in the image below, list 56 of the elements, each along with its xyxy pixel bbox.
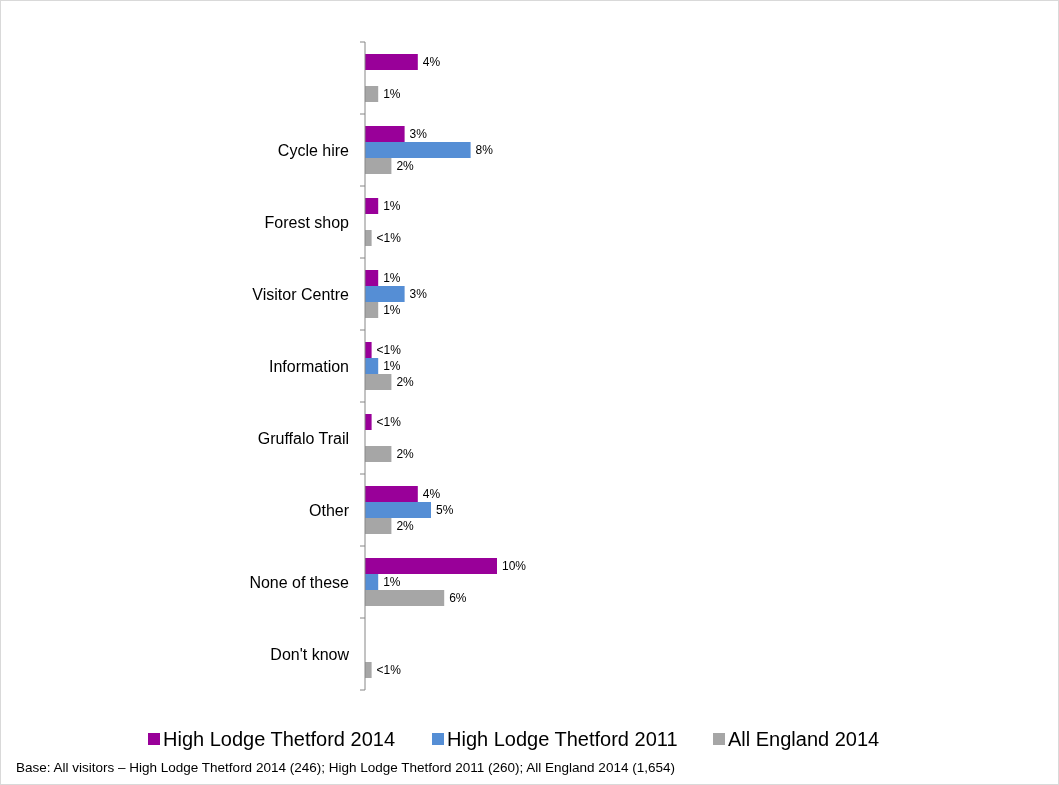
bar <box>365 142 471 158</box>
bar <box>365 590 445 606</box>
bar <box>365 662 372 678</box>
data-label: 3% <box>409 127 428 141</box>
bar <box>365 502 431 518</box>
legend-label: All England 2014 <box>728 728 880 750</box>
data-label: 1% <box>383 303 401 317</box>
bar <box>365 86 379 102</box>
data-label: 8% <box>475 143 494 157</box>
legend-label: High Lodge Thetford 2011 <box>447 728 678 750</box>
bar <box>365 126 405 142</box>
data-label: <1% <box>376 415 402 429</box>
data-label: 5% <box>436 503 454 517</box>
legend-label: High Lodge Thetford 2014 <box>163 728 396 750</box>
y-tick-label: None of these <box>249 574 350 591</box>
y-tick-label: Forest shop <box>264 214 350 231</box>
y-tick-label: Gruffalo Trail <box>257 430 349 447</box>
y-tick-label: Visitor Centre <box>252 286 350 303</box>
data-label: <1% <box>376 663 402 677</box>
bar <box>365 374 392 390</box>
data-label: 1% <box>383 87 401 101</box>
y-tick-label: Other <box>308 502 350 519</box>
data-label: 6% <box>449 591 467 605</box>
bar <box>365 302 379 318</box>
data-label: 10% <box>502 559 527 573</box>
data-label: 1% <box>383 575 401 589</box>
data-label: <1% <box>376 343 402 357</box>
bar <box>365 414 372 430</box>
data-label: 4% <box>422 55 441 69</box>
data-label: <1% <box>376 231 402 245</box>
bar <box>365 158 392 174</box>
y-tick-label: Don't know <box>270 646 350 663</box>
bar <box>365 198 379 214</box>
data-label: 1% <box>383 359 401 373</box>
data-label: 1% <box>383 199 401 213</box>
data-label: 2% <box>396 159 415 173</box>
bar <box>365 230 372 246</box>
bar <box>365 342 372 358</box>
data-label: 4% <box>422 487 441 501</box>
y-tick-label: Cycle hire <box>277 142 350 159</box>
bar <box>365 358 379 374</box>
text: Base: All visitors – High Lodge Thetford 2014 (246); High Lodge Thetford 2011 (260); All England 2014 (1,654) <box>16 760 675 775</box>
data-label: 1% <box>383 271 401 285</box>
bar <box>365 518 392 534</box>
bar <box>365 446 392 462</box>
bar <box>365 270 379 286</box>
bar <box>365 558 497 574</box>
data-label: 2% <box>396 447 415 461</box>
bar <box>365 486 418 502</box>
data-label: 2% <box>396 519 415 533</box>
bar <box>365 54 418 70</box>
bar <box>365 286 405 302</box>
data-label: 2% <box>396 375 415 389</box>
data-label: 3% <box>409 287 428 301</box>
bar <box>365 574 379 590</box>
y-tick-label: Information <box>268 358 349 375</box>
